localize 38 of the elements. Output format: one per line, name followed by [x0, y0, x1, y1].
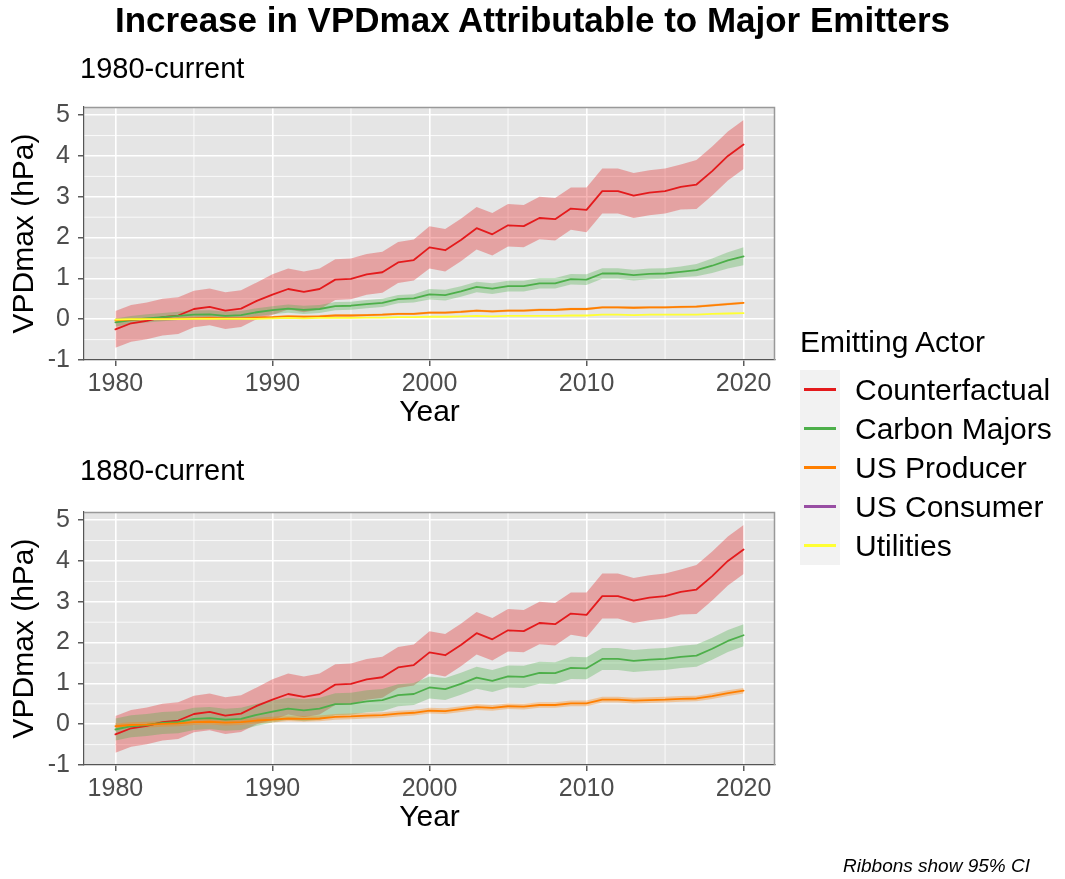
y-tick-label: 2 [56, 221, 70, 250]
x-tick-label: 2010 [558, 772, 615, 801]
text: Ribbons show 95% CI [843, 855, 1030, 877]
x-tick-label: 1980 [87, 772, 144, 801]
x-tick-label: 2020 [715, 772, 772, 801]
chart-subtitle: 1880-current [80, 453, 245, 487]
x-tick-label: 2000 [401, 367, 458, 396]
y-axis-title: VPDmax (hPa) [6, 133, 40, 334]
y-tick-label: 1 [56, 262, 70, 291]
y-tick-label: 4 [56, 139, 71, 168]
y-tick-label: 4 [56, 544, 71, 573]
x-axis-title: Year [399, 394, 460, 428]
chart-subtitle: 1980-current [80, 51, 245, 85]
y-tick-label: 0 [56, 303, 70, 332]
x-tick-label: 2000 [401, 772, 458, 801]
y-axis-title: VPDmax (hPa) [6, 538, 40, 739]
y-tick-label: 3 [56, 180, 70, 209]
legend-label: Carbon Majors [855, 411, 1052, 446]
legend-label: US Producer [855, 450, 1027, 485]
legend-title: Emitting Actor [800, 324, 987, 360]
legend-label: Utilities [855, 528, 952, 563]
y-tick-label: -1 [47, 343, 70, 372]
y-tick-label: -1 [47, 748, 70, 777]
y-tick-label: 3 [56, 585, 70, 614]
x-tick-label: 1990 [244, 772, 301, 801]
y-tick-label: 2 [56, 626, 70, 655]
y-tick-label: 0 [56, 708, 70, 737]
x-tick-label: 2010 [558, 367, 615, 396]
chart-title: Increase in VPDmax Attributable to Major Emitters [114, 0, 951, 40]
x-axis-title: Year [399, 799, 460, 833]
y-tick-label: 5 [56, 504, 70, 533]
y-tick-label: 1 [56, 667, 70, 696]
x-tick-label: 1990 [244, 367, 301, 396]
y-tick-label: 5 [56, 99, 70, 128]
x-tick-label: 2020 [715, 367, 772, 396]
legend-label: Counterfactual [855, 372, 1051, 407]
legend-label: US Consumer [855, 489, 1044, 524]
x-tick-label: 1980 [87, 367, 144, 396]
